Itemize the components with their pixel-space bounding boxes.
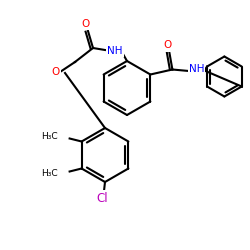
Text: H₃C: H₃C <box>41 169 58 178</box>
Text: Cl: Cl <box>96 192 108 204</box>
Text: NH: NH <box>189 64 204 74</box>
Text: H₃C: H₃C <box>41 132 58 141</box>
Text: O: O <box>163 40 172 50</box>
Text: O: O <box>52 67 60 77</box>
Text: O: O <box>82 19 90 29</box>
Text: NH: NH <box>107 46 123 56</box>
